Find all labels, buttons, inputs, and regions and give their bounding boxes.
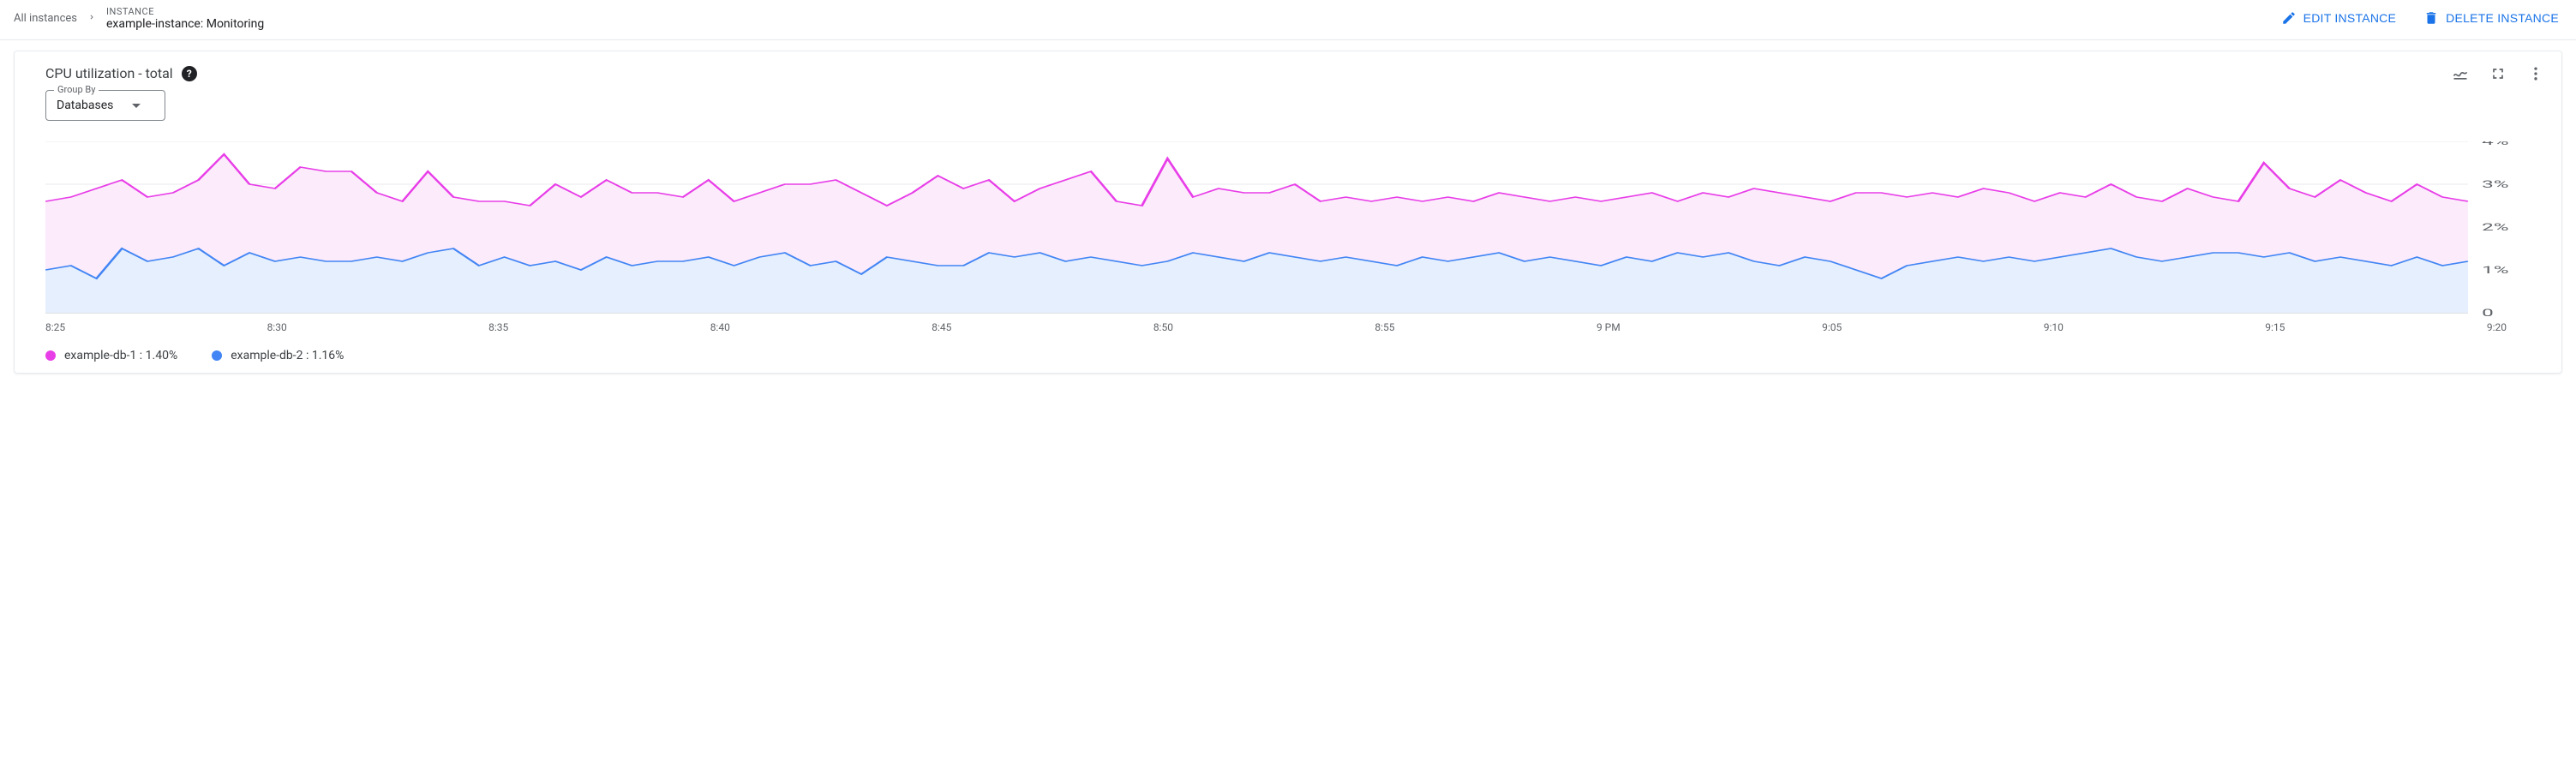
chart-legend: example-db-1 : 1.40% example-db-2 : 1.16% (45, 349, 2544, 362)
groupby-field[interactable]: Group By Databases (45, 90, 165, 121)
page-title: example-instance: Monitoring (106, 17, 264, 31)
legend-item[interactable]: example-db-1 : 1.40% (45, 349, 177, 362)
chevron-right-icon (87, 12, 96, 25)
trash-icon (2423, 10, 2439, 26)
breadcrumb: All instances INSTANCE example-instance:… (14, 6, 264, 31)
x-tick-label: 8:40 (710, 321, 730, 333)
delete-instance-button[interactable]: DELETE INSTANCE (2420, 5, 2562, 31)
x-tick-label: 8:50 (1153, 321, 1173, 333)
chart-toolbar (2452, 65, 2544, 82)
legend-label: example-db-1 : 1.40% (64, 349, 177, 362)
groupby-label: Group By (54, 84, 99, 95)
breadcrumb-current: INSTANCE example-instance: Monitoring (106, 6, 264, 31)
edit-instance-label: EDIT INSTANCE (2303, 11, 2397, 25)
x-tick-label: 8:35 (488, 321, 508, 333)
dropdown-caret-icon (132, 104, 141, 108)
breadcrumb-all-instances[interactable]: All instances (14, 12, 77, 25)
y-tick-label: 3% (2482, 178, 2508, 190)
chart-header: CPU utilization - total ? Group By Datab… (45, 65, 2544, 121)
legend-item[interactable]: example-db-2 : 1.16% (212, 349, 344, 362)
groupby-value: Databases (57, 99, 113, 112)
chart-title-row: CPU utilization - total ? (45, 65, 197, 81)
delete-instance-label: DELETE INSTANCE (2446, 11, 2559, 25)
edit-instance-button[interactable]: EDIT INSTANCE (2278, 5, 2400, 31)
y-tick-label: 4% (2482, 141, 2508, 147)
breadcrumb-eyebrow: INSTANCE (106, 6, 264, 17)
more-options-icon[interactable] (2527, 65, 2544, 82)
x-tick-label: 9:10 (2044, 321, 2064, 333)
x-tick-label: 9:15 (2265, 321, 2285, 333)
header-actions: EDIT INSTANCE DELETE INSTANCE (2278, 5, 2562, 31)
x-tick-label: 9 PM (1597, 321, 1620, 333)
y-tick-label: 1% (2482, 264, 2508, 276)
cpu-chart[interactable]: 0 1% 2% 3% 4% (45, 141, 2544, 316)
chart-title: CPU utilization - total (45, 65, 173, 81)
x-tick-label: 8:55 (1375, 321, 1394, 333)
x-tick-label: 8:25 (45, 321, 65, 333)
chart-card: CPU utilization - total ? Group By Datab… (14, 51, 2562, 374)
legend-dot-icon (212, 350, 222, 361)
legend-dot-icon (45, 350, 56, 361)
legend-label: example-db-2 : 1.16% (231, 349, 344, 362)
x-axis-labels: 8:25 8:30 8:35 8:40 8:45 8:50 8:55 9 PM 9:05 9:10… (45, 321, 2544, 333)
help-icon[interactable]: ? (182, 66, 197, 81)
fullscreen-icon[interactable] (2489, 65, 2507, 82)
y-tick-label: 2% (2482, 221, 2508, 233)
x-tick-label: 8:30 (267, 321, 287, 333)
chart-area: 0 1% 2% 3% 4% 8:25 8:30 8:35 8:40 8:45 8:50 8:55 9 … (45, 141, 2544, 362)
pencil-icon (2281, 10, 2297, 26)
x-tick-label: 8:45 (932, 321, 951, 333)
x-tick-label: 9:20 (2487, 321, 2507, 333)
x-tick-label: 9:05 (1822, 321, 1842, 333)
topbar: All instances INSTANCE example-instance:… (0, 0, 2576, 40)
y-tick-label: 0 (2482, 307, 2494, 316)
legend-toggle-icon[interactable] (2452, 65, 2469, 82)
